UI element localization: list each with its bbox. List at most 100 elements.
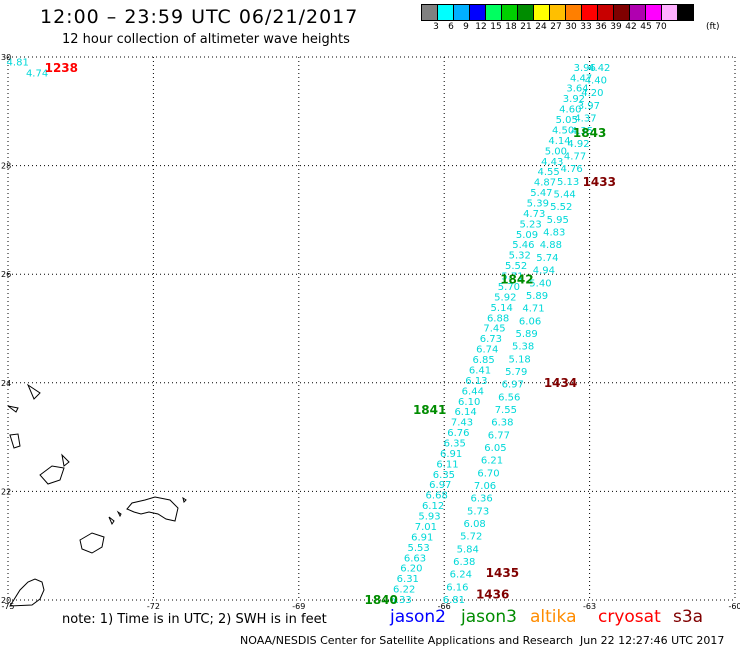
wave-height-value: 4.77: [564, 152, 586, 163]
wave-height-value: 7.01: [415, 522, 437, 533]
scale-label: 33: [580, 22, 592, 32]
lat-tick-label: 30: [1, 53, 11, 62]
wave-height-value: 5.95: [547, 215, 569, 226]
satellite-s3a: s3a: [673, 607, 704, 627]
wave-height-value: 5.32: [509, 251, 531, 262]
wave-height-value: 5.89: [526, 291, 548, 302]
island-outline: [61, 453, 70, 467]
wave-height-value: 4.50: [552, 125, 574, 136]
wave-height-value: 7.43: [451, 418, 473, 429]
island-outline: [26, 383, 41, 400]
color-scale: [421, 4, 694, 21]
wave-height-value: 5.44: [554, 190, 576, 201]
wave-height-value: 4.40: [585, 76, 607, 87]
scale-unit: (ft): [706, 22, 720, 32]
pass-time-label: 1435: [486, 566, 519, 580]
wave-height-value: 6.05: [484, 443, 506, 454]
scale-label: 30: [565, 22, 577, 32]
wave-height-value: 4.60: [559, 105, 581, 116]
wave-height-value: 5.93: [418, 512, 440, 523]
wave-height-value: 5.52: [550, 202, 572, 213]
wave-height-value: 4.76: [560, 164, 582, 175]
lat-lon-grid: [7, 56, 736, 601]
wave-height-value: 6.33: [389, 595, 411, 606]
wave-height-value: 4.37: [574, 114, 596, 125]
wave-height-value: 5.39: [527, 199, 549, 210]
wave-height-value: 5.47: [530, 188, 552, 199]
wave-height-value: 6.38: [491, 418, 513, 429]
lat-tick-label: 28: [1, 162, 11, 171]
wave-height-value: 5.05: [556, 115, 578, 126]
wave-height-value: 6.12: [422, 501, 444, 512]
wave-height-value: 6.73: [480, 334, 502, 345]
satellite-cryosat: cryosat: [598, 607, 661, 627]
wave-height-value: 4.74: [26, 68, 48, 79]
scale-label: 6: [448, 22, 454, 32]
wave-height-value: 6.91: [411, 532, 433, 543]
island-outline: [9, 578, 45, 607]
island-outline: [182, 496, 187, 503]
wave-height-value: 5.00: [545, 146, 567, 157]
wave-height-value: 6.81: [443, 595, 465, 606]
wave-height-value: 5.92: [494, 292, 516, 303]
wave-height-value: 4.47: [570, 73, 592, 84]
wave-height-value: 5.13: [557, 177, 579, 188]
scale-label: 18: [505, 22, 517, 32]
wave-height-value: 6.97: [502, 380, 524, 391]
wave-height-value: 6.77: [488, 430, 510, 441]
wave-height-value: 4.83: [543, 228, 565, 239]
wave-height-value: 6.91: [440, 449, 462, 460]
pass-time-label: 1434: [544, 376, 577, 390]
wave-height-value: 5.74: [536, 253, 558, 264]
island-outline: [79, 532, 105, 554]
wave-height-value: 5.14: [491, 303, 513, 314]
island-outline: [9, 433, 21, 449]
wave-height-value: 5.89: [515, 329, 537, 340]
wave-height-value: 6.14: [454, 407, 476, 418]
wave-height-value: 5.79: [505, 367, 527, 378]
wave-height-value: 6.08: [464, 519, 486, 530]
footer-note: note: 1) Time is in UTC; 2) SWH is in fe…: [62, 612, 327, 627]
lat-tick-label: 24: [1, 379, 11, 388]
wave-height-value: 7.06: [474, 481, 496, 492]
island-outline: [39, 465, 65, 485]
satellite-jason2: jason2: [390, 607, 446, 627]
wave-height-value: 5.46: [512, 240, 534, 251]
pass-time-labels: 1238 1843 1433 1842 1434 1841 1435 1840 1436: [45, 61, 616, 607]
wave-height-value: 5.18: [509, 354, 531, 365]
wave-height-value: 3.64: [566, 84, 588, 95]
pass-time-label: 1238: [45, 61, 78, 75]
wave-height-value: 6.76: [447, 428, 469, 439]
island-outlines: [7, 383, 187, 607]
wave-height-value: 4.71: [522, 304, 544, 315]
generation-timestamp: Jun 22 12:27:46 UTC 2017: [580, 634, 725, 647]
scale-label: 3: [433, 22, 439, 32]
scale-label: 42: [625, 22, 637, 32]
lon-tick-label: -75: [1, 602, 14, 611]
wave-height-value: 6.44: [462, 386, 484, 397]
wave-height-value: 5.84: [457, 544, 479, 555]
scale-swatch: [677, 4, 694, 21]
wave-height-value: 5.70: [498, 282, 520, 293]
scale-label: 39: [610, 22, 622, 32]
wave-height-value: 6.16: [446, 582, 468, 593]
map-subtitle: 12 hour collection of altimeter wave hei…: [62, 32, 350, 47]
wave-height-value: 6.24: [450, 570, 472, 581]
pass-time-label: 1840: [364, 593, 397, 607]
wave-height-value: 4.42: [588, 63, 610, 74]
credit-line: NOAA/NESDIS Center for Satellite Applica…: [240, 634, 574, 647]
wave-height-value: 6.06: [519, 316, 541, 327]
lat-tick-label: 20: [1, 596, 11, 605]
pass-time-label: 1436: [476, 588, 509, 602]
satellite-altika: altika: [530, 607, 577, 627]
scale-label: 9: [463, 22, 469, 32]
wave-height-value: 6.41: [469, 365, 491, 376]
lon-tick-label: -66: [438, 602, 451, 611]
wave-height-value: 5.40: [529, 278, 551, 289]
altimeter-tracks: 6.336.226.316.206.635.536.917.015.936.12…: [7, 57, 611, 606]
island-outline: [108, 516, 115, 526]
wave-height-value: 6.35: [433, 470, 455, 481]
lat-tick-label: 22: [1, 487, 11, 496]
wave-height-value: 5.72: [460, 532, 482, 543]
